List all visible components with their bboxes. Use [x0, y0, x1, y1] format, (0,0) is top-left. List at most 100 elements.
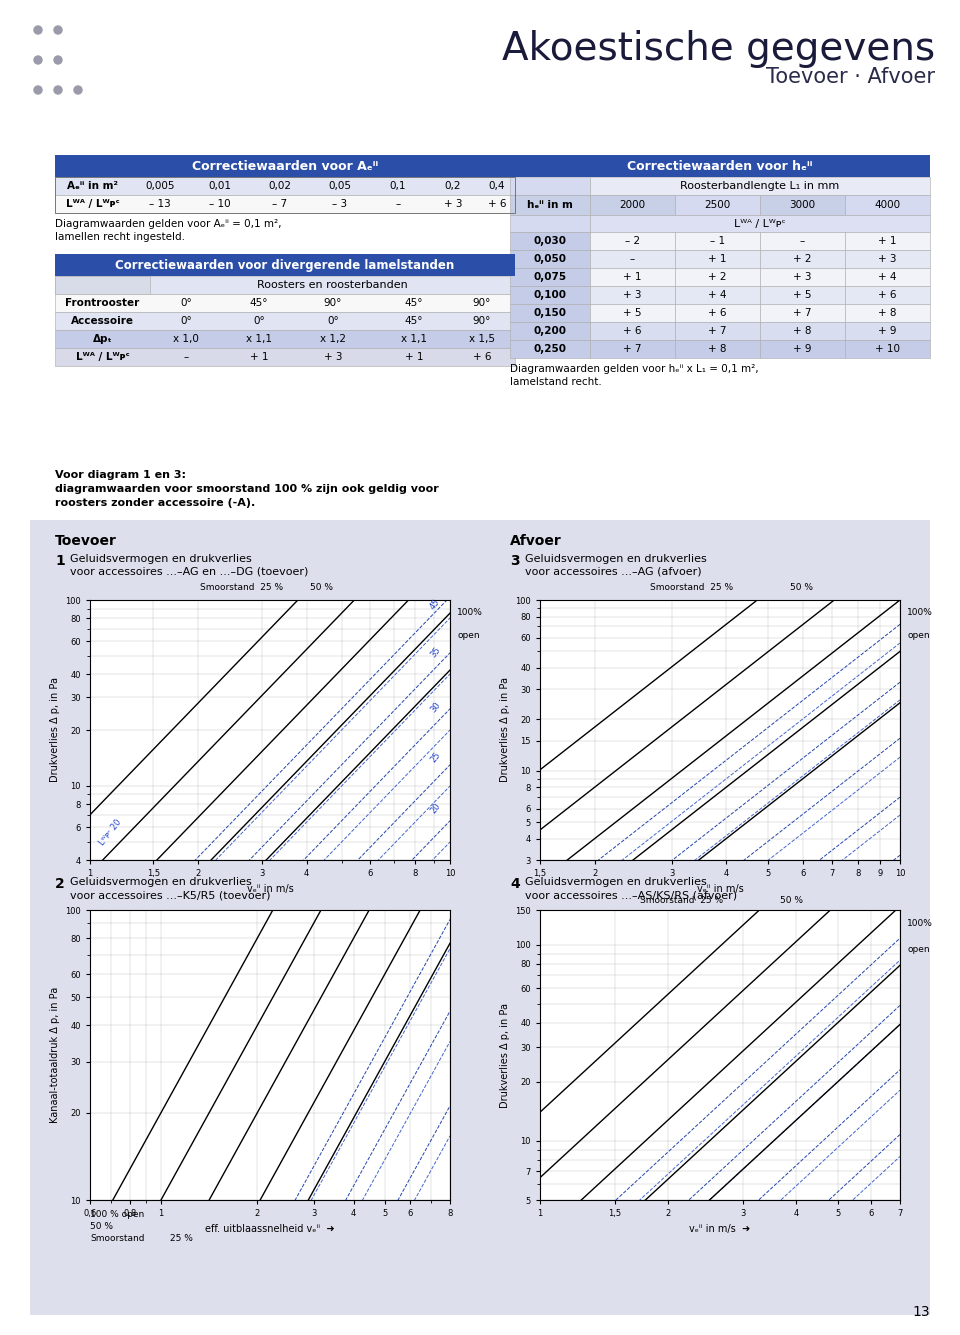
Circle shape [54, 85, 62, 93]
Text: + 8: + 8 [793, 326, 812, 336]
Text: –: – [630, 254, 636, 264]
Text: 50 %: 50 % [790, 583, 813, 591]
Text: voor accessoires ...–AS/KS/RS (afvoer): voor accessoires ...–AS/KS/RS (afvoer) [525, 890, 737, 900]
Text: + 8: + 8 [878, 308, 897, 318]
Text: + 9: + 9 [793, 344, 812, 354]
Text: + 4: + 4 [878, 272, 897, 282]
Text: + 7: + 7 [793, 308, 812, 318]
Bar [845, 322, 930, 340]
Text: Lᵂᴩᶜ 20: Lᵂᴩᶜ 20 [97, 817, 123, 846]
Text: voor accessoires ...–AG en ...–DG (toevoer): voor accessoires ...–AG en ...–DG (toevo… [70, 567, 308, 577]
Text: + 7: + 7 [708, 326, 727, 336]
Text: 0,4: 0,4 [489, 182, 505, 191]
Bar [675, 322, 760, 340]
Text: 0,100: 0,100 [534, 290, 566, 300]
Text: 100%: 100% [907, 918, 933, 928]
Text: 0,250: 0,250 [534, 344, 566, 354]
Circle shape [34, 25, 42, 33]
Text: 50 %: 50 % [780, 896, 803, 905]
Text: lamellen recht ingesteld.: lamellen recht ingesteld. [55, 232, 185, 242]
Text: Akoestische gegevens: Akoestische gegevens [502, 29, 935, 68]
Text: Roosterbandlengte L₁ in mm: Roosterbandlengte L₁ in mm [681, 182, 840, 191]
Bar [845, 340, 930, 358]
Bar [590, 195, 675, 215]
Text: 3000: 3000 [789, 200, 816, 210]
Text: Geluidsvermogen en drukverlies: Geluidsvermogen en drukverlies [70, 554, 252, 563]
Text: 0,200: 0,200 [534, 326, 566, 336]
Text: Correctiewaarden voor hₑⁱⁱ: Correctiewaarden voor hₑⁱⁱ [627, 159, 813, 172]
Bar [845, 286, 930, 304]
Bar [760, 286, 845, 304]
Text: Geluidsvermogen en drukverlies: Geluidsvermogen en drukverlies [525, 877, 707, 886]
Text: + 5: + 5 [793, 290, 812, 300]
Bar [510, 178, 590, 195]
Text: Smoorstand  25 %: Smoorstand 25 % [640, 896, 723, 905]
Text: + 1: + 1 [878, 236, 897, 246]
Bar [55, 276, 150, 294]
Text: 0,150: 0,150 [534, 308, 566, 318]
Text: + 3: + 3 [623, 290, 641, 300]
Text: 0,005: 0,005 [145, 182, 175, 191]
Text: 2000: 2000 [619, 200, 645, 210]
X-axis label: vₑⁱⁱ in m/s  ➜: vₑⁱⁱ in m/s ➜ [689, 1224, 751, 1234]
Text: + 4: + 4 [708, 290, 727, 300]
Bar [590, 304, 675, 322]
Text: + 10: + 10 [875, 344, 900, 354]
Text: 2500: 2500 [705, 200, 731, 210]
Circle shape [34, 85, 42, 93]
Text: voor accessoires ...–K5/R5 (toevoer): voor accessoires ...–K5/R5 (toevoer) [70, 890, 271, 900]
Bar [590, 232, 675, 250]
Text: + 1: + 1 [708, 254, 727, 264]
Text: Toevoer · Afvoer: Toevoer · Afvoer [766, 67, 935, 87]
Text: Geluidsvermogen en drukverlies: Geluidsvermogen en drukverlies [70, 877, 252, 886]
Text: 90°: 90° [473, 316, 492, 326]
Y-axis label: Kanaal-totaaldruk Δ p, in Pa: Kanaal-totaaldruk Δ p, in Pa [50, 987, 60, 1123]
Bar [590, 268, 675, 286]
Text: + 1: + 1 [623, 272, 641, 282]
Text: + 9: + 9 [878, 326, 897, 336]
Text: + 1: + 1 [405, 352, 423, 362]
Text: Δpₜ: Δpₜ [93, 334, 112, 344]
Text: + 6: + 6 [472, 352, 492, 362]
Bar [675, 286, 760, 304]
Text: Diagramwaarden gelden voor Aₑⁱⁱ = 0,1 m²,: Diagramwaarden gelden voor Aₑⁱⁱ = 0,1 m²… [55, 219, 281, 230]
Bar [510, 232, 590, 250]
Text: + 6: + 6 [488, 199, 506, 210]
Text: 0°: 0° [327, 316, 339, 326]
Bar [55, 254, 515, 276]
Bar [760, 268, 845, 286]
Text: Diagramwaarden gelden voor hₑⁱⁱ x L₁ = 0,1 m²,: Diagramwaarden gelden voor hₑⁱⁱ x L₁ = 0… [510, 364, 758, 374]
Bar [510, 250, 590, 268]
Text: 100%: 100% [457, 607, 483, 617]
Y-axis label: Drukverlies Δ p, in Pa: Drukverlies Δ p, in Pa [499, 1003, 510, 1108]
Bar [55, 155, 515, 178]
Text: 0,2: 0,2 [444, 182, 461, 191]
Text: x 1,1: x 1,1 [246, 334, 272, 344]
Text: hₑⁱⁱ in m: hₑⁱⁱ in m [527, 200, 573, 210]
Text: x 1,5: x 1,5 [469, 334, 495, 344]
Text: Frontrooster: Frontrooster [65, 298, 139, 308]
Text: + 5: + 5 [623, 308, 641, 318]
Text: Aₑⁱⁱ in m²: Aₑⁱⁱ in m² [67, 182, 118, 191]
Bar [845, 250, 930, 268]
Text: 2: 2 [55, 877, 64, 890]
Text: Lᵂᴬ / Lᵂᴩᶜ: Lᵂᴬ / Lᵂᴩᶜ [65, 199, 119, 210]
Text: – 7: – 7 [273, 199, 288, 210]
Text: open: open [457, 631, 480, 641]
Text: 100%: 100% [907, 607, 933, 617]
Text: diagramwaarden voor smoorstand 100 % zijn ook geldig voor: diagramwaarden voor smoorstand 100 % zij… [55, 485, 439, 494]
Text: 0,075: 0,075 [534, 272, 566, 282]
Text: Afvoer: Afvoer [510, 534, 562, 547]
Circle shape [54, 56, 62, 64]
Text: 90°: 90° [473, 298, 492, 308]
Bar [760, 304, 845, 322]
Text: + 6: + 6 [708, 308, 727, 318]
Text: 0,01: 0,01 [208, 182, 231, 191]
Bar [55, 178, 515, 214]
Text: + 2: + 2 [793, 254, 812, 264]
Bar [675, 304, 760, 322]
Text: Toevoer: Toevoer [55, 534, 117, 547]
Text: + 3: + 3 [793, 272, 812, 282]
Bar [845, 304, 930, 322]
Text: 50 %: 50 % [90, 1222, 113, 1231]
